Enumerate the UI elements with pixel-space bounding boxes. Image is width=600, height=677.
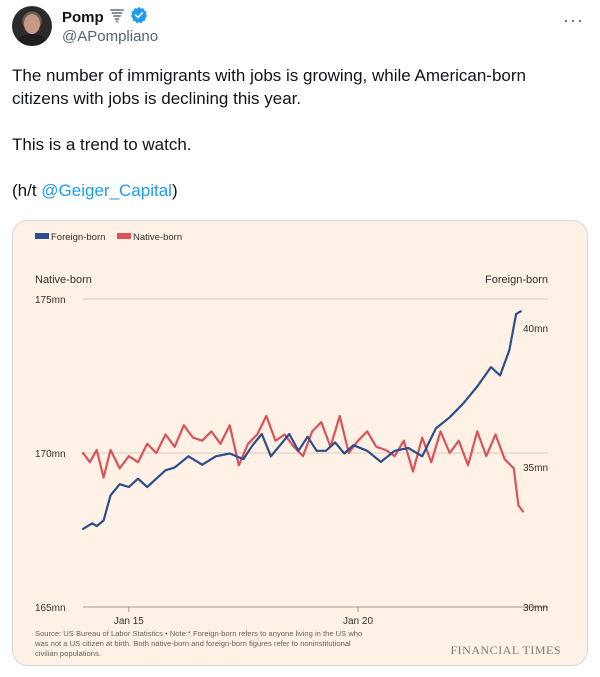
more-options-icon[interactable]: ···: [563, 10, 584, 30]
series-line-foreign-born: [81, 310, 522, 530]
right-tick-label: 30mn: [523, 603, 548, 614]
tweet-text: The number of immigrants with jobs is gr…: [12, 64, 582, 225]
tweet-paragraph-3: (h/t @Geiger_Capital): [12, 179, 582, 202]
left-tick-label: 165mn: [35, 603, 66, 614]
left-axis-title: Native-born: [35, 274, 92, 286]
chart-image-card[interactable]: Foreign-born Native-born Native-born Foreig…: [12, 220, 588, 666]
verified-badge-icon[interactable]: [130, 6, 148, 29]
legend-swatch-foreign-born: [35, 233, 49, 239]
display-name[interactable]: Pomp: [62, 9, 104, 26]
source-note-line: was not a US citizen at birth. Both nati…: [34, 639, 351, 648]
user-handle[interactable]: @APompliano: [62, 28, 159, 45]
right-tick-label: 40mn: [523, 324, 548, 335]
source-note-line: civilian populations.: [35, 649, 101, 658]
legend-label-native-born: Native-born: [133, 232, 182, 243]
right-axis-title: Foreign-born: [485, 274, 548, 286]
avatar[interactable]: [12, 6, 52, 46]
mention-link[interactable]: @Geiger_Capital: [41, 181, 172, 200]
source-note-line: Source: US Bureau of Labor Statistics • …: [35, 629, 362, 638]
financial-times-logo: FINANCIAL TIMES: [450, 643, 561, 657]
x-tick-label: Jan 15: [114, 616, 144, 627]
tweet-paragraph-2: This is a trend to watch.: [12, 135, 192, 154]
right-tick-label: 35mn: [523, 463, 548, 474]
x-tick-label: Jan 20: [343, 616, 373, 627]
author-name-row: Pomp: [62, 6, 148, 29]
hat-tip-prefix: (h/t: [12, 181, 42, 200]
tweet-paragraph-1: The number of immigrants with jobs is gr…: [12, 66, 526, 108]
left-tick-label: 170mn: [35, 449, 66, 460]
legend-swatch-native-born: [117, 233, 131, 239]
hat-tip-suffix: ): [171, 181, 178, 200]
series-line-native-born: [81, 414, 525, 513]
chart-svg: Foreign-born Native-born Native-born Foreig…: [34, 232, 561, 658]
legend-label-foreign-born: Foreign-born: [51, 232, 105, 243]
tornado-emoji-icon: [109, 7, 125, 28]
left-tick-label: 175mn: [35, 295, 66, 306]
